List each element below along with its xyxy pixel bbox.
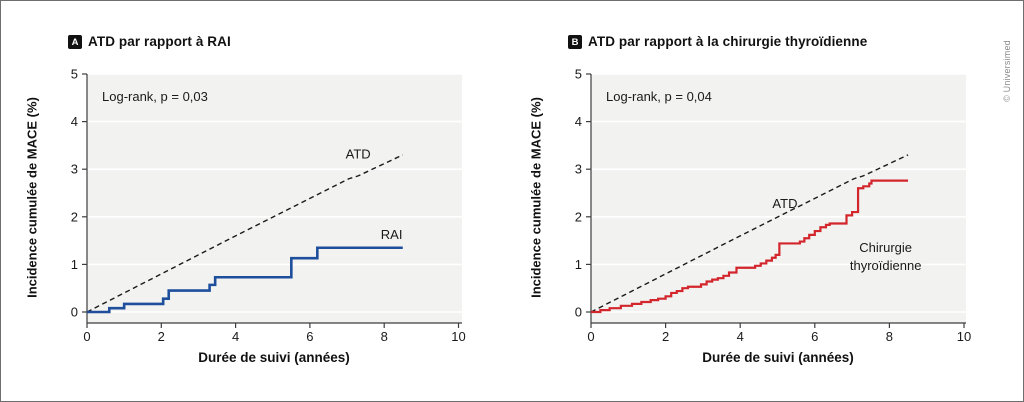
panel-a-title: A ATD par rapport à RAI [68, 34, 231, 49]
x-tick-label: 10 [451, 329, 465, 344]
y-tick-label: 1 [575, 257, 582, 272]
series-label-chirurgie-thyroïdienne: thyroïdienne [850, 258, 922, 273]
x-tick-label: 6 [306, 329, 313, 344]
credit-universimed: © Universimed [1002, 40, 1012, 102]
chart-panel-a: 0 1 2 3 4 5 0 2 4 6 8 10 ATD RAI [71, 67, 466, 345]
panel-a-x-axis-label: Durée de suivi (années) [198, 350, 350, 365]
series-line-chirurgie-thyroïdienne [591, 179, 909, 314]
series-line-rai [87, 246, 403, 314]
x-tick-label: 0 [587, 329, 594, 344]
series-label-chirurgie-thyroïdienne: Chirurgie [859, 240, 912, 255]
series-label-atd: ATD [346, 147, 371, 162]
x-tick-label: 2 [158, 329, 165, 344]
x-tick-label: 2 [662, 329, 669, 344]
panel-a-logrank-annotation: Log-rank, p = 0,03 [102, 89, 208, 104]
series-line-atd [86, 154, 404, 313]
panel-a-title-label: ATD par rapport à RAI [88, 34, 231, 49]
panel-b-y-axis-label: Incidence cumulée de MACE (%) [528, 97, 544, 298]
x-tick-label: 4 [232, 329, 239, 344]
panel-b-title-label: ATD par rapport à la chirurgie thyroïdie… [588, 34, 868, 49]
panel-b-badge: B [568, 35, 582, 49]
series-label-rai: RAI [381, 227, 403, 242]
x-tick-label: 6 [811, 329, 818, 344]
y-tick-label: 4 [575, 114, 582, 129]
panel-b-logrank-annotation: Log-rank, p = 0,04 [606, 89, 712, 104]
panel-b-x-axis-label: Durée de suivi (années) [702, 350, 854, 365]
chart-panel-b: 0 1 2 3 4 5 0 2 4 6 8 10 ATD Chirurgie thyroïdienne [575, 67, 971, 345]
y-tick-label: 2 [71, 209, 78, 224]
x-tick-label: 10 [957, 329, 971, 344]
plot-background [87, 74, 462, 323]
y-tick-label: 0 [71, 305, 78, 320]
panel-a-y-axis-label: Incidence cumulée de MACE (%) [24, 97, 40, 298]
plot-background [591, 74, 966, 323]
y-tick-label: 4 [71, 114, 78, 129]
panel-a-badge: A [68, 35, 82, 49]
y-tick-label: 3 [575, 162, 582, 177]
panel-b-title: B ATD par rapport à la chirurgie thyroïd… [568, 34, 867, 49]
series-line-atd [590, 154, 909, 313]
x-tick-label: 0 [83, 329, 90, 344]
x-tick-label: 8 [886, 329, 893, 344]
y-tick-label: 5 [575, 67, 582, 82]
x-tick-label: 8 [381, 329, 388, 344]
x-tick-label: 4 [737, 329, 744, 344]
y-tick-label: 5 [71, 67, 78, 82]
y-tick-label: 1 [71, 257, 78, 272]
y-tick-label: 0 [575, 305, 582, 320]
y-tick-label: 3 [71, 162, 78, 177]
series-label-atd: ATD [772, 196, 797, 211]
y-tick-label: 2 [575, 209, 582, 224]
